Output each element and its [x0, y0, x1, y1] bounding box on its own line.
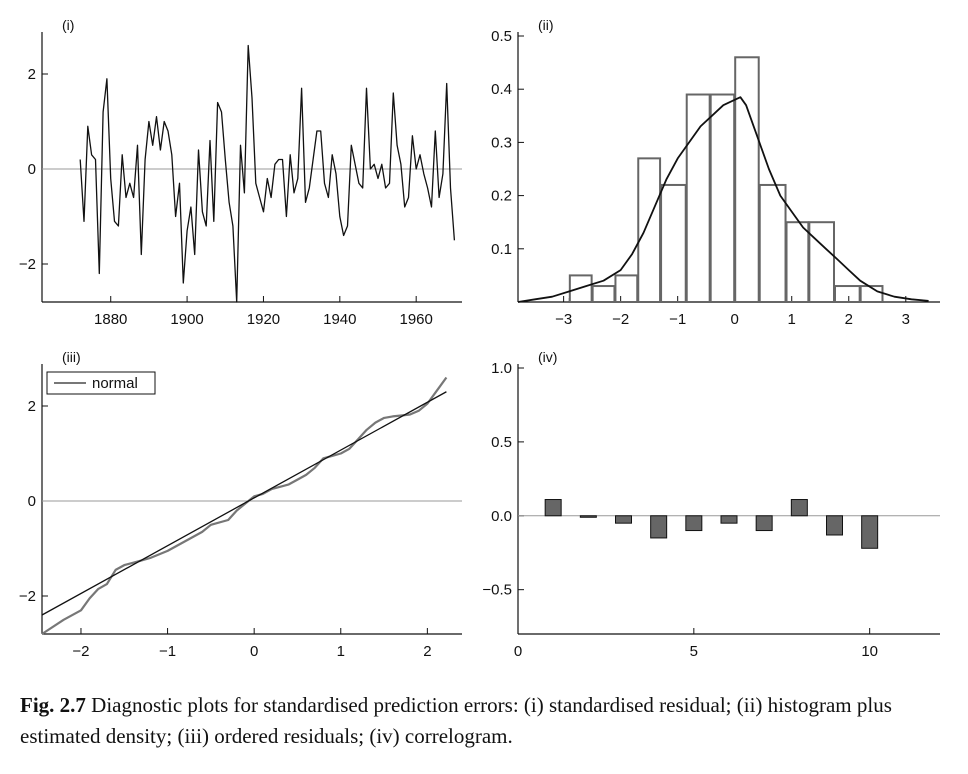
- caption-label: Fig. 2.7: [20, 693, 86, 717]
- x-tick-label: 1: [337, 643, 345, 660]
- histogram-bar: [614, 274, 639, 303]
- correlogram-bar: [685, 515, 703, 532]
- correlogram-bar: [826, 515, 843, 536]
- correlogram-bar: [720, 515, 738, 524]
- x-tick-label: 1940: [323, 311, 356, 328]
- residual-series-line: [79, 44, 456, 303]
- y-tick-label: −0.5: [482, 582, 512, 599]
- x-tick-label: 1900: [170, 311, 203, 328]
- x-tick-label: −1: [159, 643, 176, 660]
- correlogram-bar: [790, 499, 808, 517]
- y-tick-label: 0: [28, 161, 36, 178]
- ordered-residuals-line: [41, 376, 448, 635]
- y-tick-label: 0.5: [491, 28, 512, 45]
- x-tick-label: −3: [555, 311, 572, 328]
- correlogram-bar: [615, 515, 632, 524]
- correlogram-bar: [861, 515, 879, 549]
- y-tick-label: 0: [28, 493, 36, 510]
- x-tick-label: 0: [514, 643, 522, 660]
- y-tick-label: 0.3: [491, 134, 512, 151]
- x-tick-label: 1: [788, 311, 796, 328]
- x-tick-label: 1920: [247, 311, 280, 328]
- x-tick-label: 3: [902, 311, 910, 328]
- chart-panel-1: (i) −2 0 2 1880 1900 1920 1940 1960: [19, 17, 462, 328]
- correlogram-bar: [579, 515, 597, 518]
- chart-panel-3: (iii) −2 0 2 −2 −1 0 1 2 normal: [19, 349, 462, 660]
- x-tick-label: 5: [690, 643, 698, 660]
- x-tick-label: 1880: [94, 311, 127, 328]
- caption-text: Diagnostic plots for standardised predic…: [20, 693, 892, 748]
- x-tick-label: 2: [845, 311, 853, 328]
- histogram-bar: [685, 93, 711, 303]
- y-tick-label: −2: [19, 588, 36, 605]
- correlogram-bar: [755, 515, 773, 532]
- x-tick-label: 0: [731, 311, 739, 328]
- legend-label: normal: [92, 375, 138, 392]
- histogram-bar: [758, 183, 787, 304]
- correlogram-bar: [650, 515, 668, 539]
- y-tick-label: 0.4: [491, 81, 512, 98]
- y-tick-label: 0.0: [491, 508, 512, 525]
- histogram-bar: [591, 285, 616, 304]
- histogram-bar: [834, 285, 861, 304]
- y-tick-label: −2: [19, 256, 36, 273]
- y-tick-label: 2: [28, 66, 36, 83]
- legend-box: [46, 371, 156, 395]
- panel-label: (i): [62, 17, 74, 33]
- y-tick-label: 0.1: [491, 241, 512, 258]
- y-tick-label: 0.5: [491, 434, 512, 451]
- x-tick-label: −2: [72, 643, 89, 660]
- legend: normal: [46, 371, 156, 395]
- x-tick-label: 0: [250, 643, 258, 660]
- panel-label: (ii): [538, 17, 554, 33]
- density-curve: [517, 96, 929, 303]
- correlogram-bar: [544, 499, 562, 517]
- histogram-bar: [859, 285, 884, 304]
- normal-reference-line: [41, 391, 447, 616]
- histogram-bar: [660, 183, 687, 304]
- chart-panel-2: (ii) 0.1 0.2 0.3 0.4 0.5 −3 −2 −1 0 1 2 3: [491, 17, 940, 328]
- figure-caption: Fig. 2.7 Diagnostic plots for standardis…: [20, 690, 950, 752]
- y-tick-label: 1.0: [491, 360, 512, 377]
- figure-grid: (i) −2 0 2 1880 1900 1920 1940 1960 (ii) 0.1 0.2 0.3…: [19, 17, 940, 660]
- panel-label: (iv): [538, 349, 557, 365]
- panel-label: (iii): [62, 349, 81, 365]
- x-tick-label: 2: [423, 643, 431, 660]
- histogram-bar: [709, 93, 736, 303]
- x-tick-label: −1: [669, 311, 686, 328]
- chart-panel-4: (iv) −0.5 0.0 0.5 1.0 0 5 10: [482, 349, 940, 660]
- histogram-bar: [734, 56, 760, 303]
- y-tick-label: 2: [28, 398, 36, 415]
- y-tick-label: 0.2: [491, 188, 512, 205]
- histogram-bar: [808, 221, 835, 303]
- x-tick-label: 1960: [399, 311, 432, 328]
- histogram-bar: [785, 221, 810, 303]
- histogram-bar: [637, 157, 662, 303]
- x-tick-label: −2: [612, 311, 629, 328]
- x-tick-label: 10: [861, 643, 878, 660]
